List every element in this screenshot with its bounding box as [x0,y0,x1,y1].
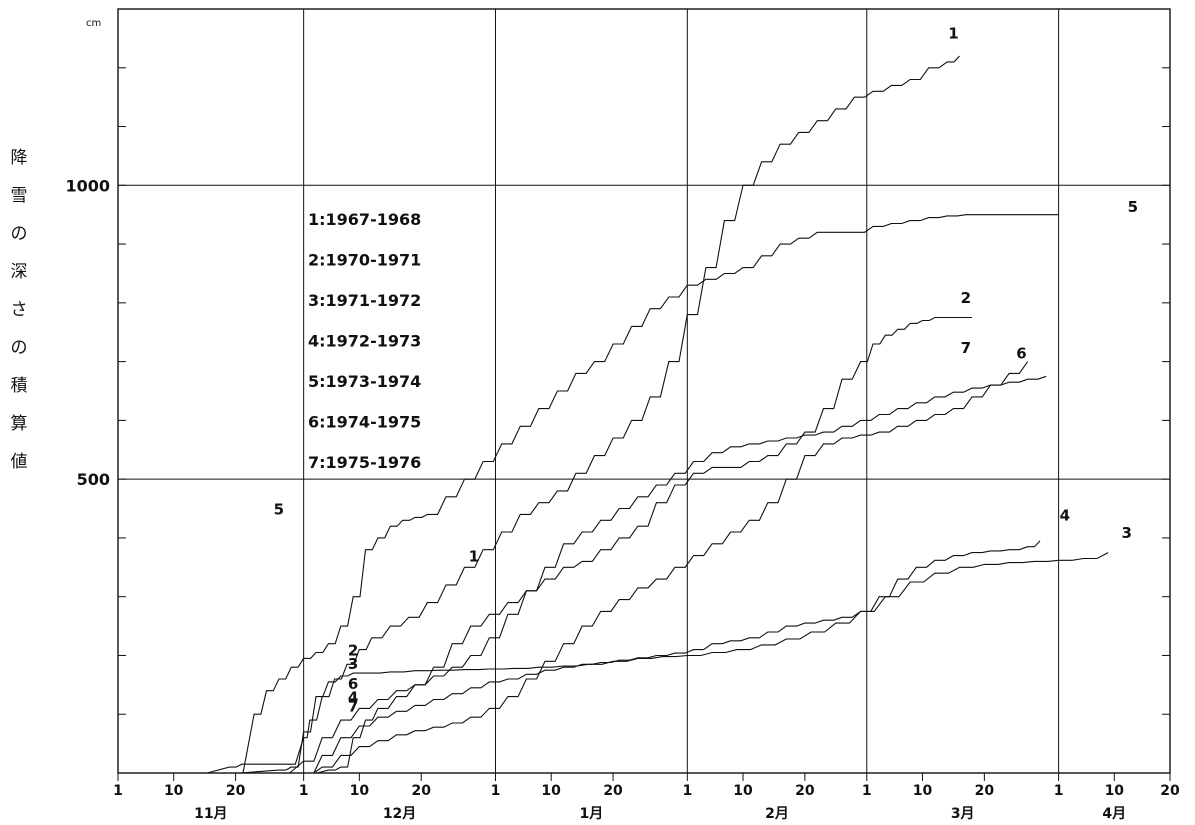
x-tick-label: 10 [913,783,933,799]
x-tick-label: 1 [299,783,309,799]
legend-entry: 2:1970-1971 [308,251,421,270]
series-line-2 [303,316,972,774]
x-month-label: 1月 [580,806,604,822]
legend-entry: 1:1967-1968 [308,210,421,229]
y-tick-label: 500 [77,470,110,489]
legend-entry: 3:1971-1972 [308,291,421,310]
legend-entry: 7:1975-1976 [308,453,421,472]
series-line-5 [229,214,1059,774]
series-label-4: 4 [348,688,358,706]
y-axis-label-char: 雪 [11,186,28,206]
series-line-6 [272,375,1047,774]
x-tick-label: 1 [491,783,501,799]
series-end-label-2: 2 [961,289,971,307]
x-tick-label: 10 [350,783,370,799]
x-month-label: 3月 [951,806,975,822]
x-month-label: 12月 [383,806,416,822]
x-tick-label: 10 [164,783,184,799]
x-tick-label: 10 [733,783,753,799]
x-tick-label: 20 [975,783,995,799]
y-axis-label-char: 降 [11,148,28,168]
y-axis-label-char: の [11,224,28,244]
y-axis-label-char: 値 [11,452,28,472]
x-tick-label: 10 [541,783,561,799]
legend-entry: 5:1973-1974 [308,372,421,391]
series-line-4 [303,540,1041,774]
series-line-7 [303,361,1029,774]
x-month-label: 4月 [1102,806,1126,822]
series-end-label-6: 6 [1016,345,1026,363]
x-tick-label: 20 [1160,783,1180,799]
series-label-7: 7 [348,697,358,715]
y-axis-label-char: 算 [11,414,28,434]
x-tick-label: 20 [411,783,431,799]
y-axis-label-char: 深 [11,262,28,282]
y-axis-label-char: の [11,338,28,358]
x-tick-label: 20 [795,783,815,799]
series-line-3 [192,552,1109,774]
x-tick-label: 20 [603,783,623,799]
series-end-label-1: 1 [948,24,958,42]
x-tick-label: 10 [1105,783,1125,799]
series-label-3: 3 [348,655,358,673]
x-tick-label: 1 [862,783,872,799]
x-tick-label: 1 [682,783,692,799]
series-end-label-4: 4 [1060,506,1070,524]
series-label-2: 2 [348,641,358,659]
x-tick-label: 1 [113,783,123,799]
grid-layer [118,9,1170,773]
series-end-label-3: 3 [1121,524,1131,542]
series-end-label-7: 7 [961,339,971,357]
x-tick-label: 1 [1054,783,1064,799]
series-label-6: 6 [348,675,358,693]
legend: 1:1967-1968 2:1970-1971 3:1971-1972 4:1972-… [308,210,421,472]
y-axis-label-char: 積 [11,376,28,396]
x-month-label: 2月 [765,806,789,822]
series-label-5: 5 [274,500,284,518]
series-label-1: 1 [469,547,479,565]
plot-frame [117,8,1171,774]
legend-entry: 4:1972-1973 [308,332,421,351]
legend-entry: 6:1974-1975 [308,413,421,432]
y-tick-label: 1000 [65,176,110,195]
x-tick-label: 20 [226,783,246,799]
series-line-1 [179,55,960,774]
y-unit-label: cm [86,18,101,29]
x-month-label: 11月 [194,806,227,822]
y-axis-label-char: さ [11,300,28,320]
series-end-label-5: 5 [1128,198,1138,216]
